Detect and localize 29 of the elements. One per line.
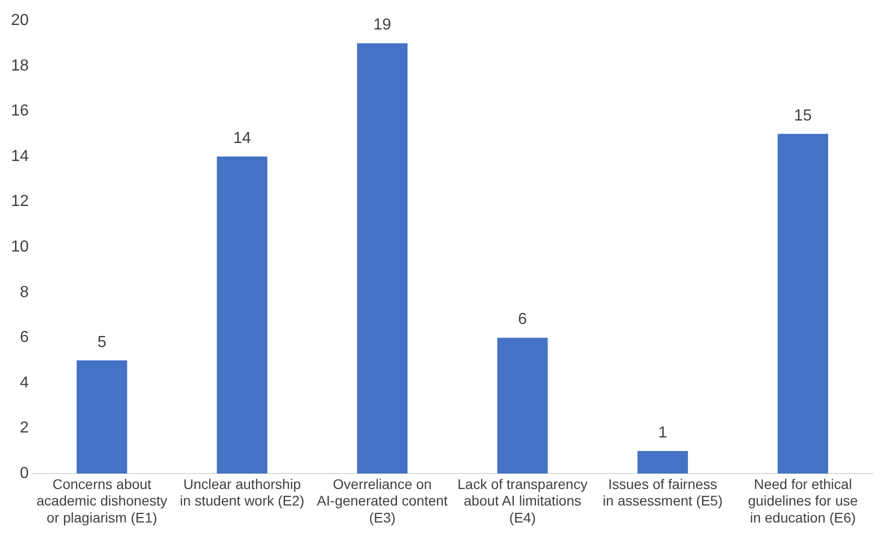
- bar: [778, 134, 828, 474]
- y-tick-label: 6: [20, 329, 29, 346]
- data-label: 5: [97, 334, 106, 351]
- x-tick-label: Need for ethical guidelines for use in education (E6): [748, 476, 858, 526]
- y-tick-label: 20: [11, 12, 29, 30]
- data-label: 19: [373, 16, 392, 34]
- bar: [216, 156, 268, 474]
- bar: [637, 450, 688, 474]
- x-tick-label: Lack of transparency about AI limitations (E4): [458, 476, 588, 526]
- x-tick-label: Unclear authorship in student work (E2): [180, 476, 304, 509]
- bar: [357, 43, 408, 474]
- y-tick-label: 14: [11, 148, 29, 165]
- bar: [76, 360, 128, 474]
- y-tick-label: 4: [20, 374, 29, 392]
- y-tick-label: 16: [11, 102, 29, 120]
- x-tick-label: Concerns about academic dishonesty or plagiarism (E1): [36, 476, 168, 526]
- x-tick-label: Overreliance on AI-generated content (E3): [316, 476, 448, 526]
- y-tick-label: 2: [20, 420, 29, 437]
- y-tick-label: 8: [20, 284, 29, 301]
- data-label: 1: [658, 424, 668, 442]
- y-tick-label: 0: [20, 465, 29, 482]
- bar: [497, 338, 548, 474]
- x-tick-label: Issues of fairness in assessment (E5): [602, 476, 723, 509]
- y-tick-label: 18: [11, 57, 29, 74]
- y-tick-label: 10: [11, 238, 29, 256]
- y-tick-label: 12: [11, 193, 29, 210]
- data-label: 6: [518, 311, 528, 328]
- data-label: 14: [233, 130, 252, 147]
- data-label: 15: [794, 107, 812, 124]
